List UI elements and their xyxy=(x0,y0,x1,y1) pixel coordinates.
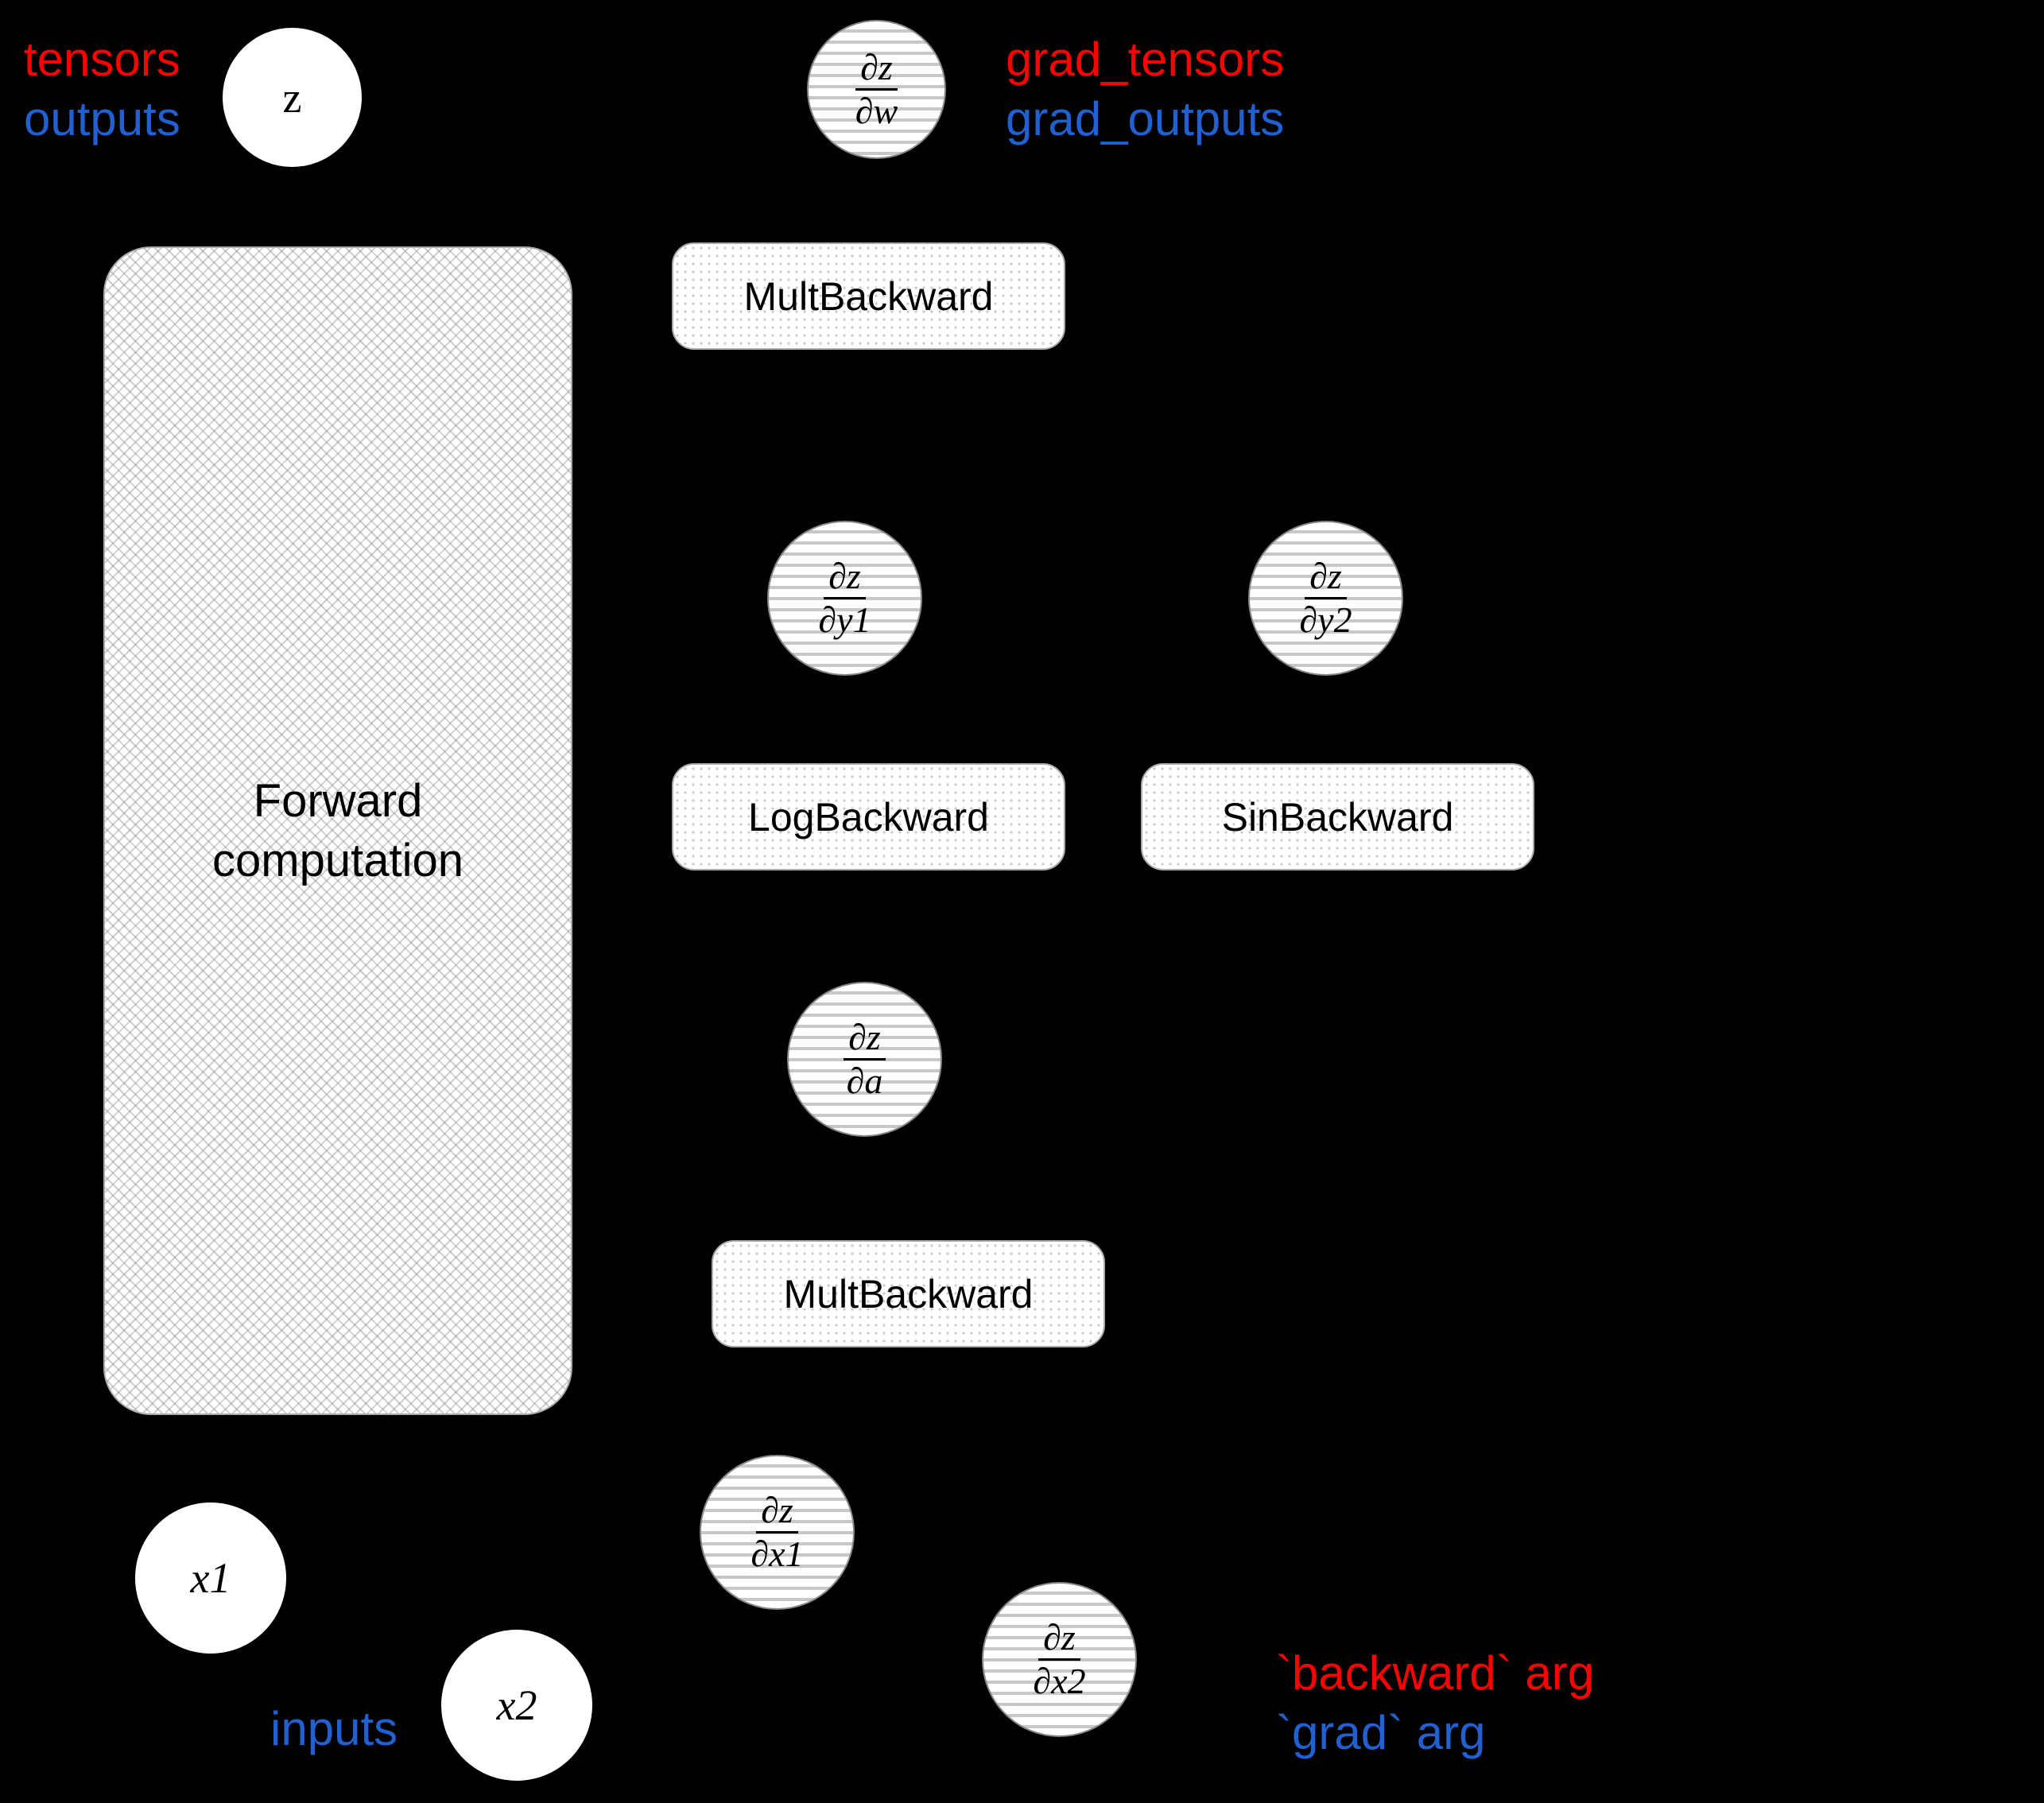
box-text: SinBackward xyxy=(1222,794,1454,840)
label-backward-arg: `backward` arg xyxy=(1276,1646,1594,1700)
label-tensors: tensors xyxy=(24,32,180,87)
frac-den: ∂a xyxy=(842,1060,888,1100)
node-x2-text: x2 xyxy=(497,1681,537,1730)
frac-den: ∂y1 xyxy=(813,599,875,639)
node-x1: x1 xyxy=(135,1502,286,1654)
edge-mult1-dz_dy2 xyxy=(954,350,1320,521)
frac-num: ∂z xyxy=(1305,557,1347,599)
box-sinbackward: SinBackward xyxy=(1141,763,1534,870)
node-dz-dy1: ∂z ∂y1 xyxy=(767,521,922,676)
frac-num: ∂z xyxy=(844,1018,886,1060)
frac-num: ∂z xyxy=(824,557,866,599)
frac-num: ∂z xyxy=(1038,1619,1080,1661)
edge-dz_da-mult2 xyxy=(867,1137,906,1240)
box-multbackward-bottom: MultBackward xyxy=(712,1240,1105,1347)
edge-mult2-dz_dx2 xyxy=(978,1347,1057,1582)
node-x1-text: x1 xyxy=(191,1553,231,1603)
box-multbackward-top: MultBackward xyxy=(672,242,1065,350)
box-text: MultBackward xyxy=(744,273,994,320)
node-z: z xyxy=(223,28,362,167)
frac-dz-dy2: ∂z ∂y2 xyxy=(1294,557,1356,640)
box-text: MultBackward xyxy=(784,1271,1034,1317)
label-grad-outputs: grad_outputs xyxy=(1006,91,1284,146)
node-z-text: z xyxy=(283,73,302,122)
frac-dz-dx2: ∂z ∂x2 xyxy=(1028,1619,1090,1701)
node-dz-dx2: ∂z ∂x2 xyxy=(982,1582,1137,1737)
frac-den: ∂x1 xyxy=(746,1534,808,1573)
box-logbackward: LogBackward xyxy=(672,763,1065,870)
frac-dz-da: ∂z ∂a xyxy=(842,1018,888,1101)
node-dz-dw: ∂z ∂w xyxy=(807,20,946,159)
frac-num: ∂z xyxy=(855,48,898,91)
frac-dz-dw: ∂z ∂w xyxy=(851,48,902,131)
label-grad-tensors: grad_tensors xyxy=(1006,32,1284,87)
frac-num: ∂z xyxy=(756,1491,798,1534)
forward-line1: Forward xyxy=(254,771,423,831)
frac-den: ∂w xyxy=(851,91,902,130)
frac-den: ∂y2 xyxy=(1294,599,1356,639)
forward-line2: computation xyxy=(212,831,463,890)
node-dz-da: ∂z ∂a xyxy=(787,982,942,1137)
node-x2: x2 xyxy=(441,1630,592,1781)
frac-den: ∂x2 xyxy=(1028,1661,1090,1700)
edge-dz_dy1-log xyxy=(847,676,867,763)
edge-dz_dy2-sin xyxy=(1328,676,1336,763)
label-grad-arg: `grad` arg xyxy=(1276,1705,1485,1760)
box-text: LogBackward xyxy=(748,794,989,840)
node-dz-dx1: ∂z ∂x1 xyxy=(700,1455,855,1610)
box-forward-computation: Forward computation xyxy=(103,246,572,1415)
frac-dz-dy1: ∂z ∂y1 xyxy=(813,557,875,640)
label-outputs: outputs xyxy=(24,91,180,146)
node-dz-dy2: ∂z ∂y2 xyxy=(1248,521,1403,676)
label-inputs: inputs xyxy=(270,1701,398,1756)
edge-mult2-dz_dx1 xyxy=(779,1347,843,1455)
frac-dz-dx1: ∂z ∂x1 xyxy=(746,1491,808,1574)
edge-sin-mult2 xyxy=(1002,870,1336,1240)
